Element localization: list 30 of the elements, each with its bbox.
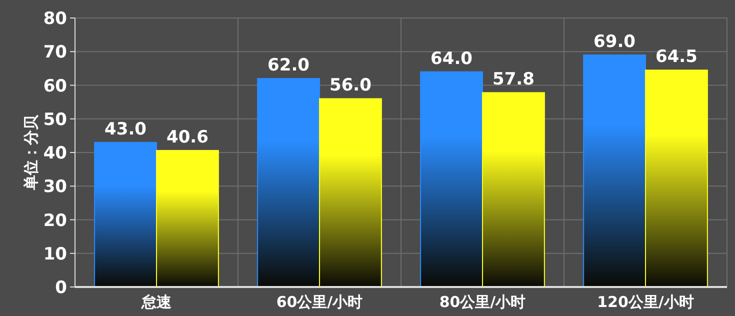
data-label: 64.5: [655, 47, 698, 68]
y-tick-label: 70: [43, 42, 68, 63]
bar: [94, 142, 157, 288]
y-tick-label: 80: [43, 9, 68, 29]
y-tick-label: 30: [43, 177, 68, 198]
data-label: 62.0: [268, 56, 310, 76]
x-tick-label: 60公里/小时: [276, 293, 363, 311]
y-tick-label: 10: [43, 244, 68, 264]
bar: [482, 92, 545, 288]
y-tick-label: 60: [43, 76, 68, 96]
y-axis-title: 单位：分贝: [22, 114, 40, 191]
data-label: 56.0: [329, 76, 372, 96]
bar: [645, 70, 708, 288]
bar: [156, 150, 219, 288]
y-tick-label: 50: [43, 110, 68, 130]
x-tick-label: 80公里/小时: [439, 293, 526, 311]
data-label: 57.8: [492, 70, 534, 90]
y-tick-label: 0: [55, 278, 68, 298]
bar: [319, 98, 382, 288]
y-tick-label: 40: [43, 144, 68, 164]
bar: [583, 54, 646, 288]
bar: [420, 71, 483, 288]
y-tick-label: 20: [43, 210, 68, 231]
data-label: 43.0: [104, 119, 147, 140]
data-label: 69.0: [594, 32, 636, 52]
x-tick-label: 120公里/小时: [597, 293, 694, 311]
data-label: 64.0: [430, 48, 473, 69]
data-label: 40.6: [166, 127, 208, 148]
x-tick-label: 怠速: [140, 293, 172, 311]
bar: [257, 78, 320, 288]
